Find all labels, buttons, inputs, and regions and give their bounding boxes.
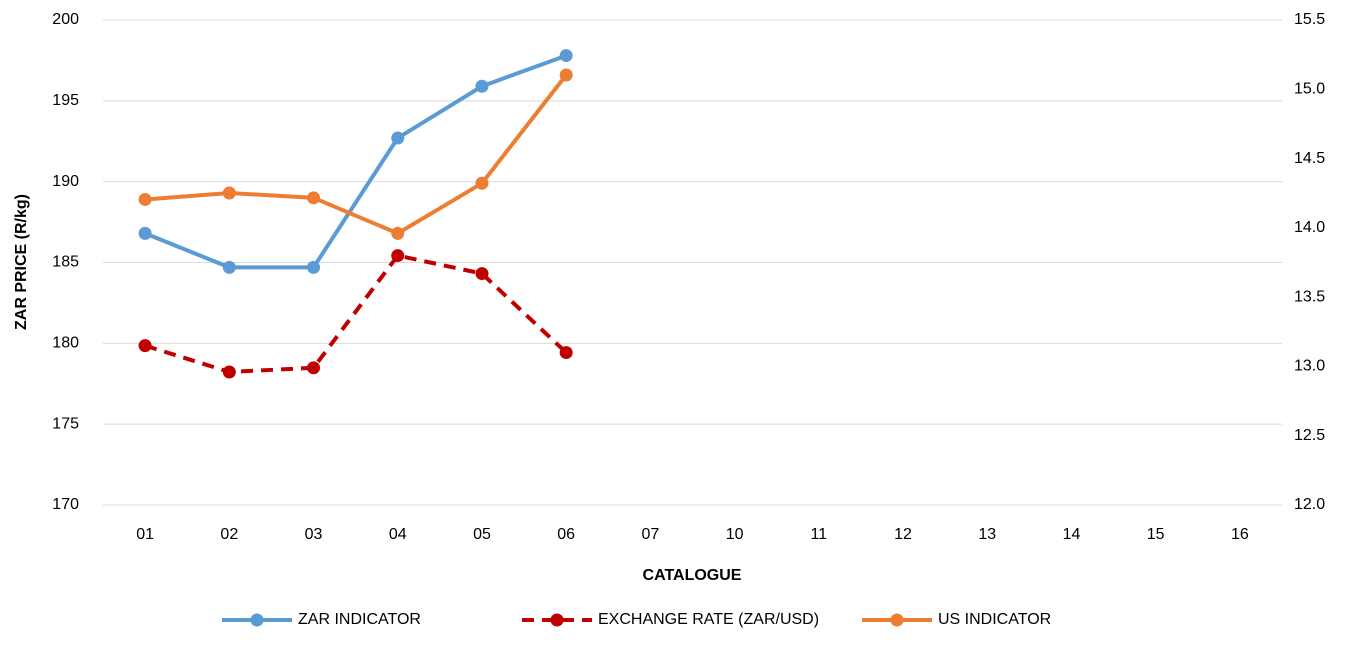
- data-point: [138, 226, 152, 240]
- x-tick-label: 13: [978, 526, 996, 543]
- y2-tick-label: 15.0: [1294, 81, 1325, 98]
- data-point: [559, 49, 573, 63]
- x-tick-label: 06: [557, 526, 575, 543]
- data-point: [222, 260, 236, 274]
- data-point: [138, 192, 152, 206]
- y-tick-label: 185: [52, 254, 79, 271]
- y2-tick-label: 14.5: [1294, 150, 1325, 167]
- x-tick-label: 02: [220, 526, 238, 543]
- data-point: [222, 186, 236, 200]
- x-tick-label: 16: [1231, 526, 1249, 543]
- y2-tick-label: 12.5: [1294, 427, 1325, 444]
- legend-marker: [890, 613, 904, 627]
- data-point: [307, 260, 321, 274]
- x-axis-title: CATALOGUE: [643, 567, 742, 584]
- y-tick-label: 175: [52, 415, 79, 432]
- y-tick-label: 170: [52, 496, 79, 513]
- x-tick-label: 14: [1063, 526, 1081, 543]
- x-tick-label: 04: [389, 526, 407, 543]
- x-tick-label: 05: [473, 526, 491, 543]
- x-tick-label: 07: [641, 526, 659, 543]
- y2-tick-label: 12.0: [1294, 496, 1325, 513]
- series-line: [144, 73, 568, 236]
- data-point: [391, 131, 405, 145]
- y2-tick-label: 15.5: [1294, 11, 1325, 28]
- data-point: [475, 267, 489, 281]
- data-point: [222, 365, 236, 379]
- legend-label: US INDICATOR: [938, 611, 1051, 628]
- x-tick-label: 15: [1147, 526, 1165, 543]
- x-tick-label: 12: [894, 526, 912, 543]
- x-tick-label: 11: [811, 526, 828, 543]
- data-point: [559, 68, 573, 82]
- x-tick-label: 01: [136, 526, 154, 543]
- data-point: [307, 361, 321, 375]
- data-point: [475, 79, 489, 93]
- y-tick-label: 180: [52, 335, 79, 352]
- x-tick-label: 10: [726, 526, 744, 543]
- legend-marker: [550, 613, 564, 627]
- data-point: [307, 191, 321, 205]
- x-tick-label: 03: [305, 526, 323, 543]
- legend-label: ZAR INDICATOR: [298, 611, 421, 628]
- y2-tick-label: 13.0: [1294, 358, 1325, 375]
- y-axis-title: ZAR PRICE (R/kg): [13, 194, 30, 330]
- legend-marker: [250, 613, 264, 627]
- data-point: [391, 226, 405, 240]
- data-point: [559, 346, 573, 360]
- y2-tick-label: 14.0: [1294, 219, 1325, 236]
- y-tick-label: 195: [52, 92, 79, 109]
- y-tick-label: 200: [52, 11, 79, 28]
- data-point: [475, 176, 489, 190]
- data-point: [391, 249, 405, 263]
- y2-tick-label: 13.5: [1294, 288, 1325, 305]
- y-tick-label: 190: [52, 173, 79, 190]
- legend-label: EXCHANGE RATE (ZAR/USD): [598, 611, 819, 628]
- series-line: [144, 253, 568, 374]
- series-line: [144, 53, 567, 270]
- data-point: [138, 339, 152, 353]
